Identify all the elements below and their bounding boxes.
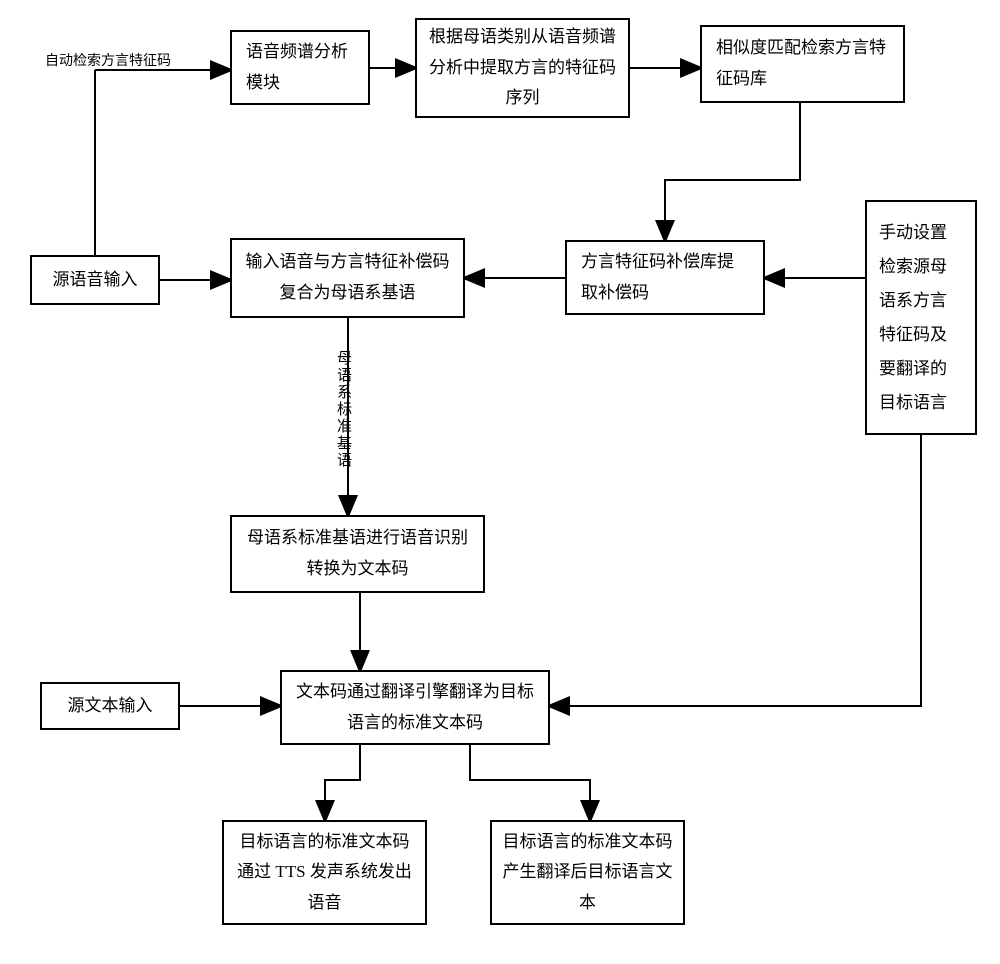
node-source-audio: 源语音输入 [30, 255, 160, 305]
node-similarity: 相似度匹配检索方言特征码库 [700, 25, 905, 103]
node-compose: 输入语音与方言特征补偿码复合为母语系基语 [230, 238, 465, 318]
node-spectrum: 语音频谱分析模块 [230, 30, 370, 105]
node-translate: 文本码通过翻译引擎翻译为目标语言的标准文本码 [280, 670, 550, 745]
label-auto-search: 自动检索方言特征码 [45, 50, 171, 70]
node-asr: 母语系标准基语进行语音识别转换为文本码 [230, 515, 485, 593]
node-tts-out: 目标语言的标准文本码通过 TTS 发声系统发出语音 [222, 820, 427, 925]
node-extract-seq: 根据母语类别从语音频谱分析中提取方言的特征码序列 [415, 18, 630, 118]
node-manual: 手动设置检索源母语系方言特征码及要翻译的目标语言 [865, 200, 977, 435]
node-compensate: 方言特征码补偿库提取补偿码 [565, 240, 765, 315]
node-text-out: 目标语言的标准文本码产生翻译后目标语言文本 [490, 820, 685, 925]
label-std-base: 母语系标准基语 [333, 350, 354, 469]
node-source-text: 源文本输入 [40, 682, 180, 730]
